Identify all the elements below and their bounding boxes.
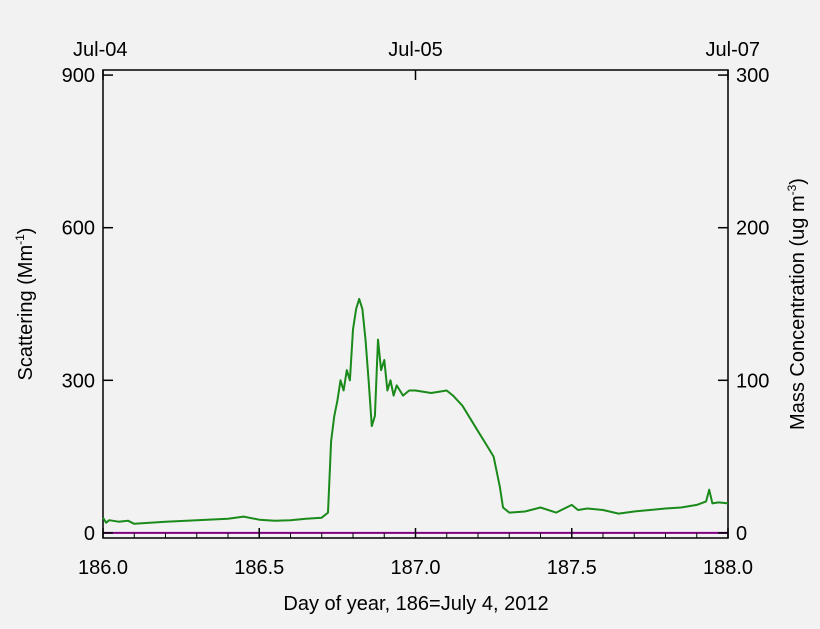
left-y-axis-title-sup: -1 bbox=[13, 234, 27, 245]
right-y-axis-title-sup: -3 bbox=[785, 184, 799, 195]
top-axis-ticks: Jul-04 Jul-05 Jul-07 bbox=[73, 39, 760, 80]
x-tick-label: 187.0 bbox=[390, 557, 440, 579]
left-y-axis-ticks: 0 300 600 900 bbox=[62, 65, 113, 545]
x-tick-label: 188.0 bbox=[703, 557, 753, 579]
right-y-tick-label: 200 bbox=[736, 218, 769, 240]
right-y-axis-title-text: Mass Concentration (ug m bbox=[787, 195, 809, 430]
left-y-tick-label: 900 bbox=[62, 65, 95, 87]
x-axis-title: Day of year, 186=July 4, 2012 bbox=[283, 593, 548, 615]
left-y-axis-title-text: Scattering (Mm bbox=[15, 245, 37, 381]
top-tick-label: Jul-05 bbox=[388, 39, 442, 61]
left-y-tick-label: 0 bbox=[84, 523, 95, 545]
series-group bbox=[102, 297, 729, 534]
top-tick-label: Jul-04 bbox=[73, 39, 127, 61]
left-y-tick-label: 600 bbox=[62, 218, 95, 240]
right-y-axis-title-tail: ) bbox=[787, 178, 809, 185]
x-tick-label: 187.5 bbox=[547, 557, 597, 579]
series-line-1 bbox=[102, 297, 729, 525]
x-axis-ticks: 186.0 186.5 187.0 187.5 188.0 bbox=[78, 528, 753, 579]
right-y-tick-label: 0 bbox=[736, 523, 747, 545]
top-tick-label: Jul-07 bbox=[706, 39, 760, 61]
right-y-axis-title: Mass Concentration (ug m-3) bbox=[785, 178, 809, 430]
plot-frame bbox=[102, 69, 729, 539]
x-tick-label: 186.0 bbox=[78, 557, 128, 579]
left-y-axis-title: Scattering (Mm-1) bbox=[13, 228, 37, 381]
right-y-tick-label: 100 bbox=[736, 370, 769, 392]
left-y-tick-label: 300 bbox=[62, 370, 95, 392]
x-tick-label: 186.5 bbox=[234, 557, 284, 579]
right-y-tick-label: 300 bbox=[736, 65, 769, 87]
right-y-axis-ticks: 0 100 200 300 bbox=[718, 65, 769, 545]
left-y-axis-title-tail: ) bbox=[15, 228, 37, 235]
